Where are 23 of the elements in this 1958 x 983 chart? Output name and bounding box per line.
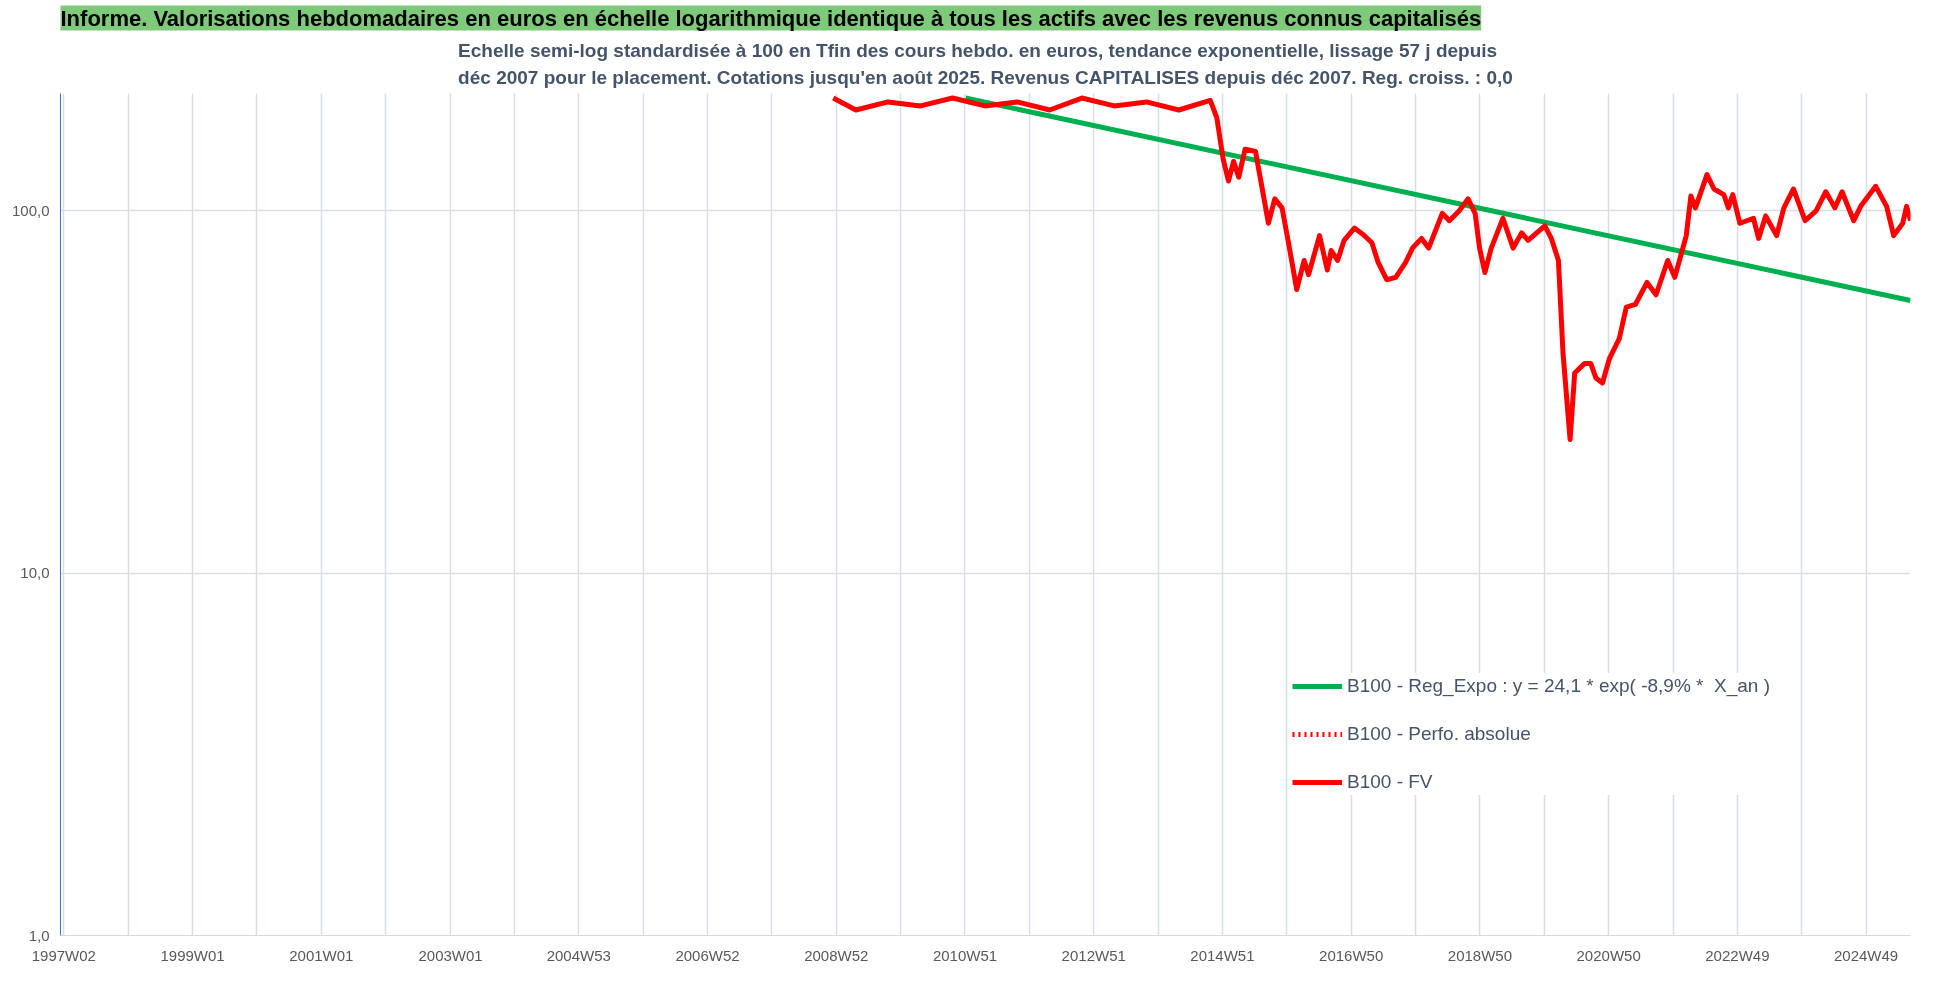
x-tick-label: 2016W50 [1319,946,1384,964]
x-tick-label: 2018W50 [1447,946,1513,964]
x-tick-label: 2022W49 [1705,946,1770,964]
x-tick-label: 2020W50 [1576,946,1641,964]
x-tick-label: 2003W01 [418,946,483,964]
x-tick-label: 2001W01 [289,946,354,964]
x-tick-label: 2006W52 [675,946,740,964]
chart-subtitle: Echelle semi-log standardisée à 100 en Tfin des cours hebdo. en euros, tendance exponentielle, lissage 57 j depuis déc 2007 pour le placement. Cotations jusqu'en août 2025. Revenus CAPITALISES depuis déc 2007. Reg. croiss. : 0,0 [458,40,1513,89]
legend-label: B100 - Reg_Expo : y = 24,1 * exp( -8,9% * X_an ) [1347,674,1770,699]
y-tick-label: 100,0 [11,201,50,219]
x-tick-label: 1999W01 [160,946,225,964]
x-tick-label: 2024W49 [1834,946,1899,964]
x-tick-label: 1997W02 [31,946,96,964]
x-tick-label: 2008W52 [804,946,869,964]
x-tick-label: 2004W53 [546,946,611,964]
legend-label: B100 - Perfo. absolue [1347,722,1531,746]
y-tick-label: 1,0 [28,926,50,944]
legend-label: B100 - FV [1347,770,1433,794]
x-tick-label: 2010W51 [932,946,998,964]
x-tick-label: 2012W51 [1061,946,1126,964]
x-tick-label: 2014W51 [1190,946,1255,964]
y-tick-label: 10,0 [20,564,50,582]
chart-title: Informe. Valorisations hebdomadaires en euros en échelle logarithmique identique à tous les actifs avec les revenus connus capitalisés [60,5,1482,31]
